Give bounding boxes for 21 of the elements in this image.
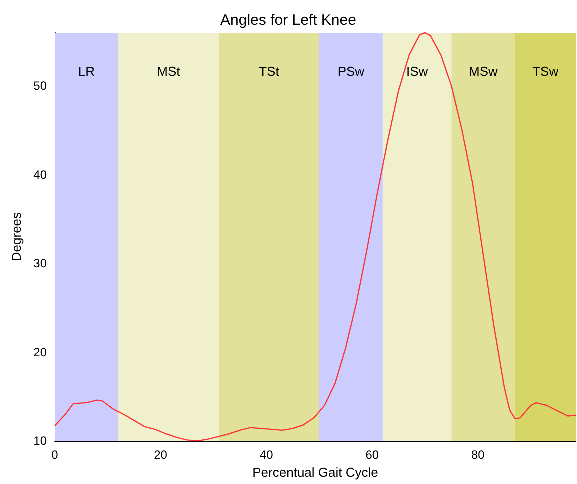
x-tick-label: 20 bbox=[154, 448, 168, 462]
band-label: MSt bbox=[157, 64, 181, 79]
y-tick-label: 40 bbox=[34, 168, 48, 182]
x-tick-label: 0 bbox=[52, 448, 59, 462]
x-axis-title: Percentual Gait Cycle bbox=[252, 465, 378, 480]
band-label: PSw bbox=[338, 64, 366, 79]
x-tick-label: 80 bbox=[471, 448, 486, 462]
x-tick-label: 60 bbox=[366, 448, 380, 462]
band-label: LR bbox=[78, 64, 96, 79]
line-series bbox=[54, 32, 577, 442]
band-label: ISw bbox=[406, 64, 429, 79]
y-tick-label: 30 bbox=[34, 256, 48, 271]
band-label: TSw bbox=[532, 64, 560, 79]
band-label: TSt bbox=[259, 64, 280, 79]
y-axis-title: Degrees bbox=[8, 212, 24, 262]
y-tick-label: 50 bbox=[34, 79, 48, 94]
x-tick-label: 40 bbox=[260, 448, 274, 462]
y-tick-label: 10 bbox=[34, 434, 48, 448]
band-label: MSw bbox=[468, 64, 498, 79]
chart-title: Angles for Left Knee bbox=[220, 12, 356, 29]
y-tick-label: 20 bbox=[34, 345, 48, 360]
